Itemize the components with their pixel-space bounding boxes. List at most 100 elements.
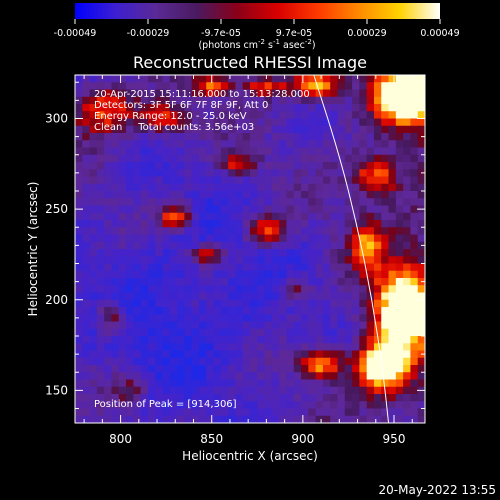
heatmap-cell [293, 336, 302, 344]
heatmap-cell [155, 234, 164, 243]
heatmap-cell [322, 357, 331, 366]
heatmap-cell [344, 183, 353, 192]
heatmap-cell [271, 133, 280, 141]
heatmap-cell [140, 75, 149, 83]
heatmap-cell [155, 89, 164, 98]
heatmap-cell [147, 183, 156, 192]
heatmap-cell [104, 270, 113, 279]
heatmap-cell [147, 82, 156, 91]
heatmap-cell [235, 191, 244, 199]
heatmap-cell [191, 111, 200, 120]
heatmap-cell [293, 415, 302, 423]
solar-limb-line [313, 75, 390, 423]
heatmap-cell [242, 249, 251, 257]
heatmap-cell [242, 336, 251, 344]
heatmap-cell [352, 140, 360, 149]
heatmap-cell [118, 372, 127, 381]
heatmap-cell [126, 82, 134, 91]
heatmap-cell [198, 191, 207, 199]
heatmap-cell [104, 104, 113, 112]
heatmap-cell [315, 350, 324, 359]
heatmap-cell [169, 270, 178, 279]
heatmap-cell [162, 321, 171, 330]
heatmap-cell [104, 125, 113, 134]
heatmap-cell [147, 401, 156, 410]
heatmap-cell [206, 292, 215, 301]
heatmap-cell [286, 205, 295, 214]
heatmap-cell [315, 307, 324, 315]
heatmap-cell [264, 118, 273, 127]
heatmap-cell [140, 314, 149, 323]
heatmap-cell [213, 176, 222, 185]
heatmap-cell [403, 401, 412, 410]
heatmap-cell [220, 292, 229, 301]
heatmap-cell [359, 89, 368, 98]
heatmap-cell [82, 118, 91, 127]
heatmap-cell [301, 249, 309, 257]
heatmap-cell [257, 234, 266, 243]
heatmap-cell [352, 270, 360, 279]
heatmap-cell [301, 147, 309, 156]
heatmap-cell [322, 191, 331, 199]
heatmap-cell [198, 140, 207, 149]
heatmap-cell [162, 292, 171, 301]
heatmap-cell [96, 336, 105, 344]
heatmap-cell [220, 133, 229, 141]
heatmap-cell [250, 365, 258, 373]
heatmap-cell [220, 191, 229, 199]
heatmap-cell [220, 205, 229, 214]
heatmap-cell [279, 278, 288, 286]
heatmap-cell [395, 379, 404, 388]
heatmap-cell [352, 365, 360, 373]
heatmap-cell [417, 220, 425, 228]
heatmap-cell [235, 350, 244, 359]
heatmap-cell [410, 270, 419, 279]
heatmap-cell [198, 104, 207, 112]
heatmap-cell [315, 82, 324, 91]
heatmap-cell [359, 365, 368, 373]
heatmap-cell [308, 212, 317, 221]
heatmap-cell [352, 234, 360, 243]
heatmap-cell [206, 394, 215, 402]
heatmap-cell [330, 147, 339, 156]
heatmap-cell [184, 379, 193, 388]
heatmap-cell [220, 147, 229, 156]
heatmap-cell [359, 379, 368, 388]
heatmap-cell [308, 343, 317, 352]
heatmap-cell [126, 191, 134, 199]
heatmap-cell [286, 96, 295, 105]
heatmap-cell [264, 140, 273, 149]
heatmap-cell [293, 191, 302, 199]
heatmap-cell [403, 162, 412, 170]
heatmap-cell [140, 321, 149, 330]
heatmap-cell [359, 133, 368, 141]
heatmap-cell [337, 249, 346, 257]
heatmap-cell [162, 394, 171, 402]
heatmap-cell [373, 220, 382, 228]
heatmap-cell [220, 162, 229, 170]
heatmap-cell [213, 408, 222, 417]
heatmap-cell [126, 270, 134, 279]
heatmap-cell [301, 111, 309, 120]
heatmap-cell [388, 212, 397, 221]
heatmap-cell [366, 220, 375, 228]
heatmap-cell [279, 285, 288, 294]
heatmap-cell [373, 75, 382, 83]
heatmap-cell [206, 278, 215, 286]
heatmap-cell [118, 357, 127, 366]
heatmap-cell [162, 154, 171, 163]
heatmap-cell [220, 270, 229, 279]
heatmap-cell [403, 292, 412, 301]
heatmap-cell [177, 314, 185, 323]
heatmap-cell [337, 133, 346, 141]
heatmap-cell [257, 350, 266, 359]
heatmap-cell [140, 408, 149, 417]
heatmap-cell [293, 394, 302, 402]
heatmap-cell [308, 75, 317, 83]
heatmap-cell [118, 408, 127, 417]
heatmap-cell [126, 118, 134, 127]
heatmap-cell [191, 183, 200, 192]
heatmap-cell [403, 270, 412, 279]
heatmap-cell [198, 408, 207, 417]
heatmap-cell [206, 256, 215, 265]
